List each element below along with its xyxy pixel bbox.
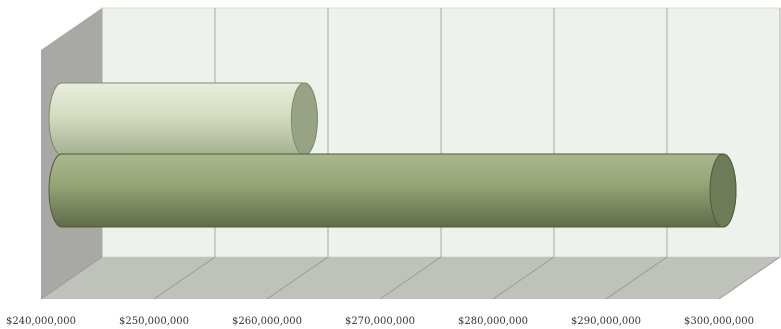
x-axis-ticks: $240,000,000 $250,000,000 $260,000,000 $270… — [6, 316, 754, 327]
bar-body — [48, 153, 737, 228]
floor-gridline — [153, 256, 216, 300]
floor-gridline — [492, 256, 555, 300]
x-tick-label: $300,000,000 — [684, 316, 754, 327]
x-tick-label: $280,000,000 — [458, 316, 528, 327]
x-tick-label: $260,000,000 — [232, 316, 302, 327]
floor-gridline — [605, 256, 668, 300]
floor-gridline — [718, 256, 781, 300]
x-tick-label: $240,000,000 — [6, 316, 76, 327]
floor-gridline — [40, 256, 103, 300]
bar-2 — [48, 153, 737, 228]
floor-gridline — [379, 256, 442, 300]
x-tick-label: $250,000,000 — [119, 316, 189, 327]
bar-body — [48, 82, 318, 156]
bar-end-cap — [290, 82, 318, 156]
bars — [48, 82, 737, 228]
bar-1 — [48, 82, 318, 156]
x-tick-label: $290,000,000 — [571, 316, 641, 327]
bar-end-cap — [709, 153, 737, 228]
x-tick-label: $270,000,000 — [345, 316, 415, 327]
floor-gridline — [266, 256, 329, 300]
